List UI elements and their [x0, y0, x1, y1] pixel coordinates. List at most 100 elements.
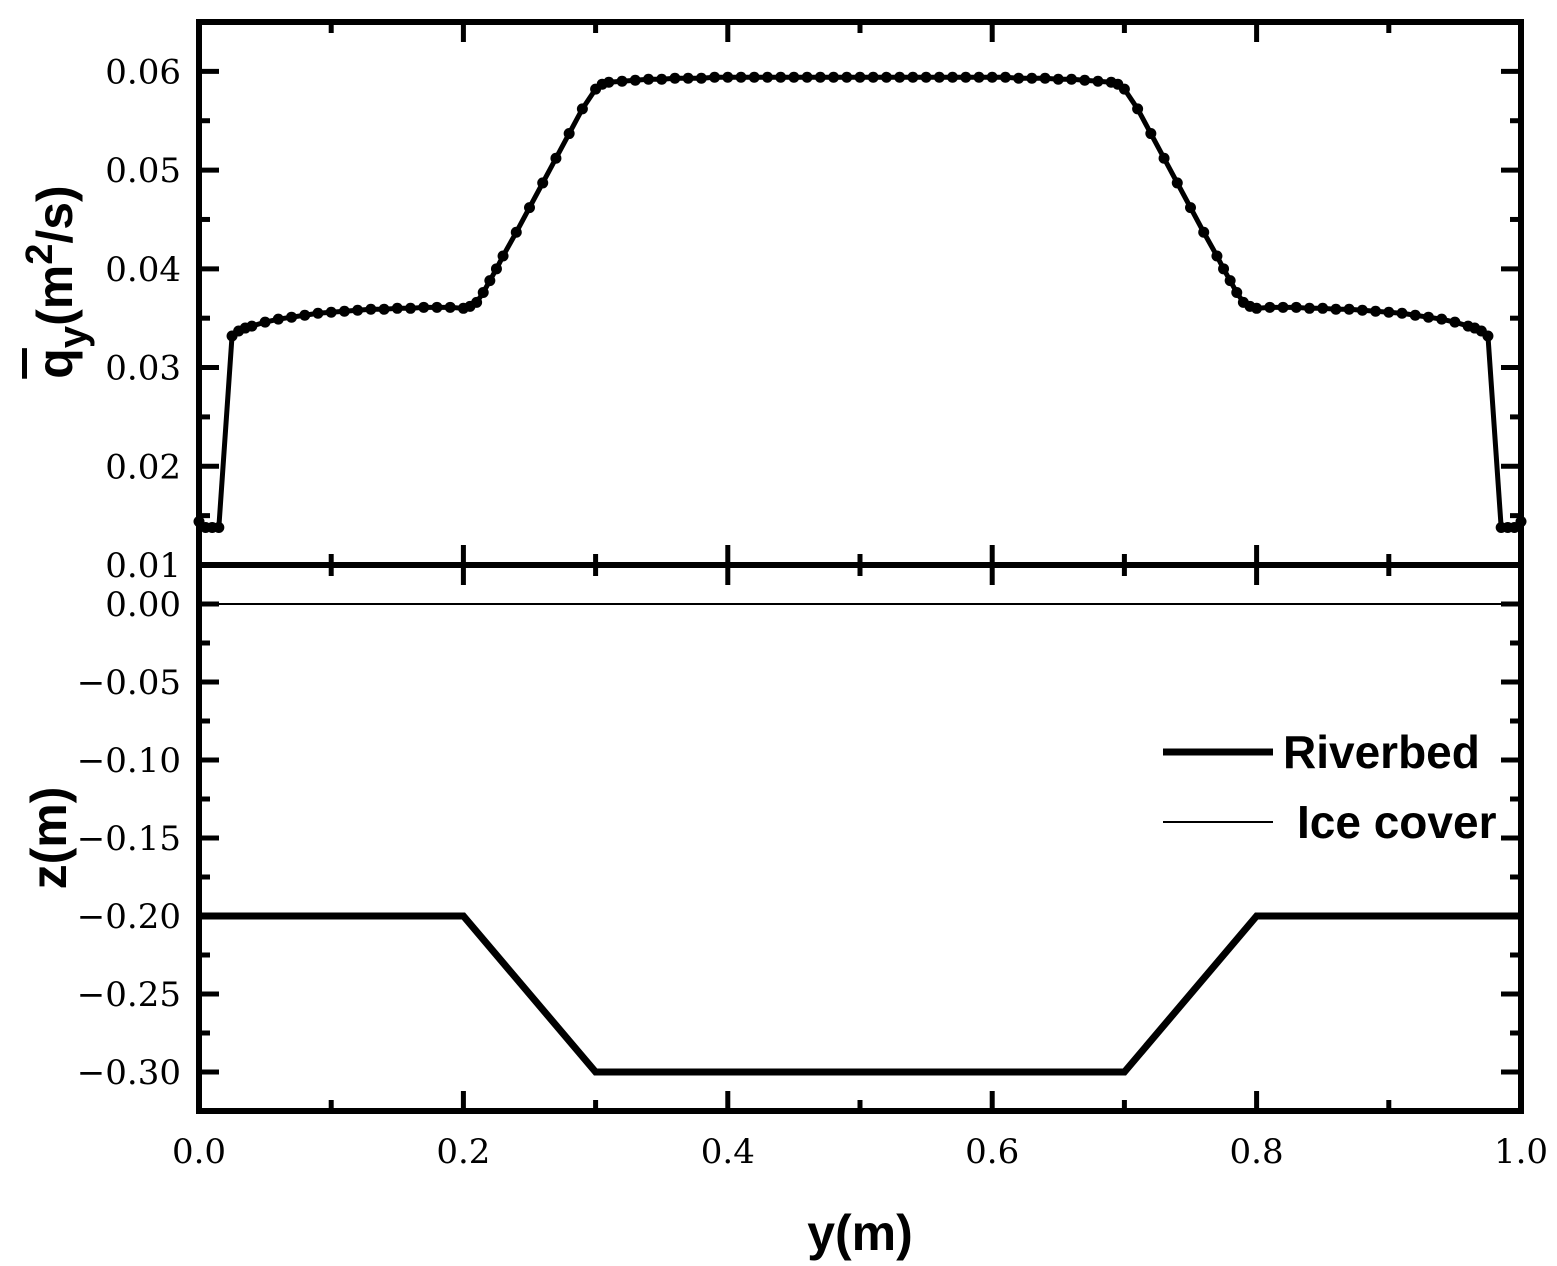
bottom-panel: 0.00−0.05−0.10−0.15−0.20−0.25−0.30 0.0 0.… — [77, 562, 1548, 1172]
top-ylabel-unit-open: (m — [27, 265, 83, 326]
top-ylabel-superscript: 2 — [19, 244, 61, 265]
top-y-tick-label: 0.02 — [105, 447, 181, 487]
discharge-point — [418, 301, 430, 313]
discharge-point — [880, 71, 892, 83]
discharge-point — [616, 75, 628, 87]
legend-ice-cover-label: Ice cover — [1297, 796, 1497, 848]
discharge-point — [312, 307, 324, 319]
x-tick-label: 0.6 — [965, 1132, 1019, 1172]
discharge-point — [444, 301, 456, 313]
discharge-point — [1409, 309, 1421, 321]
x-tick-label: 0.2 — [436, 1132, 490, 1172]
bottom-series — [199, 603, 1521, 1076]
top-ylabel-subscript: y — [51, 325, 95, 348]
discharge-point — [1251, 302, 1263, 314]
discharge-point — [272, 313, 284, 325]
discharge-point — [1436, 313, 1448, 325]
discharge-point — [1330, 303, 1342, 315]
discharge-point — [576, 103, 588, 115]
discharge-point — [722, 71, 734, 83]
discharge-point — [1264, 301, 1276, 313]
discharge-point — [1370, 305, 1382, 317]
discharge-point — [213, 521, 225, 533]
discharge-point — [365, 303, 377, 315]
bottom-y-ticks: 0.00 −0.05 −0.10 −0.15 −0.20 −0.25 −0.30 — [77, 585, 1521, 1093]
discharge-point — [1013, 72, 1025, 84]
discharge-point — [709, 71, 721, 83]
discharge-point — [1052, 73, 1064, 85]
discharge-point — [477, 287, 489, 299]
bottom-y-tick-label: −0.30 — [77, 1053, 181, 1093]
discharge-point — [894, 71, 906, 83]
discharge-point — [246, 320, 258, 332]
discharge-point — [1185, 202, 1196, 214]
discharge-point — [761, 71, 773, 83]
discharge-point — [1079, 74, 1091, 86]
discharge-point — [1343, 303, 1355, 315]
x-axis-title: y(m) — [807, 1205, 913, 1261]
discharge-point — [1218, 263, 1230, 275]
discharge-point — [1356, 304, 1368, 316]
top-y-tick-label: 0.04 — [105, 250, 181, 290]
discharge-point — [682, 72, 694, 84]
discharge-point — [603, 76, 615, 88]
discharge-point — [735, 71, 747, 83]
discharge-point — [563, 128, 575, 140]
discharge-point — [656, 73, 668, 85]
discharge-point — [510, 226, 522, 238]
riverbed-line — [199, 912, 1521, 1076]
discharge-point — [1158, 152, 1170, 164]
discharge-point — [1171, 177, 1183, 189]
top-plot-frame — [196, 19, 1524, 568]
discharge-point — [497, 250, 509, 262]
discharge-point — [1277, 301, 1289, 313]
x-tick-label: 1.0 — [1494, 1132, 1548, 1172]
discharge-point — [471, 296, 483, 308]
bottom-y-tick-label: −0.20 — [77, 897, 181, 937]
discharge-point — [973, 71, 985, 83]
discharge-point — [391, 302, 403, 314]
top-y-tick-label: 0.01 — [105, 546, 181, 586]
discharge-point — [642, 73, 654, 85]
x-tick-label: 0.0 — [172, 1132, 226, 1172]
bottom-plot-frame — [196, 562, 1524, 1114]
discharge-point — [1026, 72, 1038, 84]
discharge-point — [1317, 302, 1329, 314]
discharge-point — [933, 71, 945, 83]
x-tick-label: 0.4 — [701, 1132, 755, 1172]
discharge-point — [999, 71, 1011, 83]
top-ylabel-unit-close: /s) — [27, 185, 83, 243]
discharge-point — [960, 71, 972, 83]
discharge-point — [1290, 301, 1302, 313]
bottom-y-axis-title: z(m) — [21, 787, 77, 890]
discharge-point — [920, 71, 932, 83]
discharge-point — [490, 263, 502, 275]
discharge-point — [629, 74, 641, 86]
bottom-x-ticks: 0.0 0.2 0.4 0.6 0.8 1.0 — [172, 565, 1548, 1172]
top-y-tick-label: 0.06 — [105, 52, 181, 92]
discharge-point — [484, 275, 496, 287]
discharge-point — [907, 71, 919, 83]
discharge-point — [286, 311, 298, 323]
bottom-y-tick-label: −0.10 — [77, 741, 181, 781]
discharge-point — [1118, 83, 1130, 95]
bottom-y-tick-label: −0.05 — [77, 663, 181, 703]
discharge-point — [378, 303, 390, 315]
discharge-point — [1383, 306, 1395, 318]
discharge-point — [1145, 128, 1157, 140]
discharge-point — [947, 71, 959, 83]
discharge-point — [775, 71, 787, 83]
discharge-point — [1396, 307, 1408, 319]
discharge-point — [405, 302, 417, 314]
bottom-y-tick-label: 0.00 — [105, 585, 181, 625]
top-y-axis-title: qy(m2/s) — [19, 185, 95, 378]
discharge-point — [748, 71, 760, 83]
discharge-point — [537, 177, 549, 189]
discharge-point — [1039, 72, 1051, 84]
legend: Riverbed Ice cover — [1163, 726, 1497, 848]
discharge-series — [193, 71, 1527, 533]
discharge-point — [325, 306, 337, 318]
discharge-point — [828, 71, 840, 83]
discharge-point — [986, 71, 998, 83]
